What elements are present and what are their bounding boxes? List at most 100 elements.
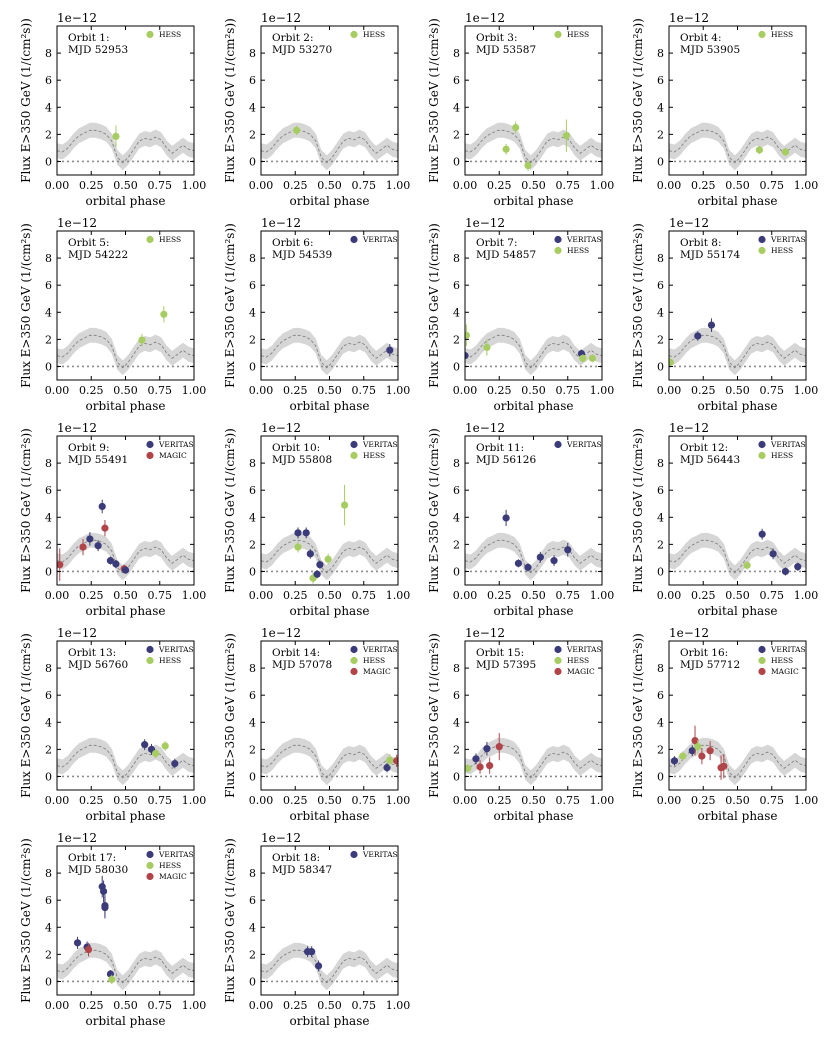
- y-tick-label: 6: [45, 74, 52, 87]
- orbit-label: Orbit 3:: [476, 32, 517, 44]
- x-axis-label: orbital phase: [698, 604, 778, 618]
- x-axis-label: orbital phase: [494, 604, 574, 618]
- x-tick-label: 1.00: [386, 794, 411, 807]
- x-tick-label: 0.75: [760, 589, 785, 602]
- data-point-veritas: [302, 529, 310, 537]
- x-tick-label: 1.00: [794, 794, 819, 807]
- orbit-label: Orbit 8:: [680, 237, 721, 249]
- data-point-veritas: [707, 321, 716, 329]
- x-tick-label: 0.00: [249, 999, 274, 1012]
- x-tick-label: 0.50: [317, 384, 342, 397]
- legend-marker-hess: [146, 235, 154, 244]
- legend-entry: VERITAS: [566, 440, 602, 449]
- y-tick-label: 2: [45, 743, 52, 756]
- data-point-veritas: [86, 535, 94, 543]
- orbit-label: Orbit 5:: [68, 237, 109, 249]
- legend-entry: MAGIC: [567, 667, 595, 676]
- x-tick-label: 0.25: [487, 179, 512, 192]
- data-point-veritas: [112, 560, 120, 568]
- legend-entry: VERITAS: [362, 850, 398, 859]
- legend-marker-veritas: [758, 235, 766, 244]
- x-tick-label: 0.50: [725, 179, 750, 192]
- legend-entry: HESS: [159, 656, 181, 665]
- legend-entry: VERITAS: [362, 645, 398, 654]
- y-tick-label: 0: [453, 770, 460, 783]
- y-axis-label: Flux E>350 GeV (1/(cm²s)): [223, 223, 237, 388]
- x-tick-label: 1.00: [590, 589, 615, 602]
- model-band: [261, 122, 398, 171]
- orbit-panel-7: 0.00 0.25 0.50 0.75 1.00 0 2 4 6 8 1e−12 orbital ph…: [427, 216, 614, 413]
- model-line: [261, 744, 398, 779]
- mjd-label: MJD 54222: [68, 249, 128, 261]
- legend-marker-hess: [758, 451, 766, 460]
- data-point-veritas: [502, 514, 510, 522]
- axis-exponent: 1e−12: [57, 216, 97, 230]
- axis-exponent: 1e−12: [465, 421, 505, 435]
- axis-exponent: 1e−12: [57, 831, 97, 845]
- legend-entry: VERITAS: [770, 235, 806, 244]
- y-tick-label: 0: [249, 155, 256, 168]
- y-axis-label: Flux E>350 GeV (1/(cm²s)): [631, 223, 645, 388]
- data-point-veritas: [483, 745, 491, 753]
- legend-marker-hess: [350, 451, 358, 460]
- x-axis-label: orbital phase: [698, 194, 778, 208]
- x-tick-label: 0.25: [79, 589, 104, 602]
- y-tick-label: 0: [657, 360, 664, 373]
- y-tick-label: 2: [453, 333, 460, 346]
- axis-exponent: 1e−12: [465, 216, 505, 230]
- x-tick-label: 1.00: [794, 179, 819, 192]
- x-tick-label: 0.00: [249, 794, 274, 807]
- data-point-veritas: [758, 530, 766, 538]
- x-tick-label: 0.75: [352, 999, 377, 1012]
- mjd-label: MJD 56126: [476, 454, 536, 466]
- data-point-magic: [486, 762, 494, 770]
- x-tick-label: 0.25: [283, 999, 308, 1012]
- model-band: [465, 327, 602, 376]
- y-axis-label: Flux E>350 GeV (1/(cm²s)): [223, 18, 237, 183]
- data-point-veritas: [472, 755, 480, 763]
- x-axis-label: orbital phase: [494, 809, 574, 823]
- legend-marker-veritas: [146, 850, 154, 859]
- y-tick-label: 6: [249, 279, 256, 292]
- data-point-veritas: [141, 741, 149, 749]
- y-tick-label: 6: [453, 74, 460, 87]
- x-tick-label: 0.25: [283, 179, 308, 192]
- data-point-hess: [512, 123, 520, 132]
- x-tick-label: 0.25: [79, 999, 104, 1012]
- y-tick-label: 0: [657, 155, 664, 168]
- y-tick-label: 0: [45, 770, 52, 783]
- orbit-label: Orbit 2:: [272, 32, 313, 44]
- data-point-veritas: [794, 563, 802, 571]
- data-point-magic: [393, 757, 398, 765]
- y-tick-label: 8: [249, 252, 256, 265]
- model-line: [57, 744, 194, 779]
- legend-entry: HESS: [771, 246, 793, 255]
- legend-entry: HESS: [567, 656, 589, 665]
- legend-entry: HESS: [771, 656, 793, 665]
- x-tick-label: 0.50: [113, 999, 138, 1012]
- y-tick-label: 4: [45, 306, 52, 319]
- mjd-label: MJD 55808: [272, 454, 332, 466]
- x-tick-label: 1.00: [386, 384, 411, 397]
- legend-entry: VERITAS: [566, 645, 602, 654]
- legend-marker-veritas: [758, 440, 766, 449]
- x-tick-label: 0.50: [113, 794, 138, 807]
- x-tick-label: 0.00: [249, 384, 274, 397]
- y-tick-label: 0: [453, 565, 460, 578]
- data-point-hess: [160, 310, 168, 318]
- y-axis-label: Flux E>350 GeV (1/(cm²s)): [631, 633, 645, 798]
- legend-marker-veritas: [554, 235, 562, 244]
- data-point-hess: [112, 132, 120, 140]
- model-band: [261, 737, 398, 786]
- data-point-hess: [152, 749, 160, 758]
- data-point-veritas: [688, 747, 696, 755]
- plot-area: [261, 737, 398, 786]
- data-point-hess: [465, 331, 470, 339]
- legend-marker-hess: [350, 30, 358, 39]
- x-tick-label: 0.50: [521, 589, 546, 602]
- y-axis-label: Flux E>350 GeV (1/(cm²s)): [427, 223, 441, 388]
- plot-area: [57, 737, 194, 786]
- orbit-label: Orbit 6:: [272, 237, 313, 249]
- axis-exponent: 1e−12: [261, 626, 301, 640]
- x-tick-label: 1.00: [182, 589, 207, 602]
